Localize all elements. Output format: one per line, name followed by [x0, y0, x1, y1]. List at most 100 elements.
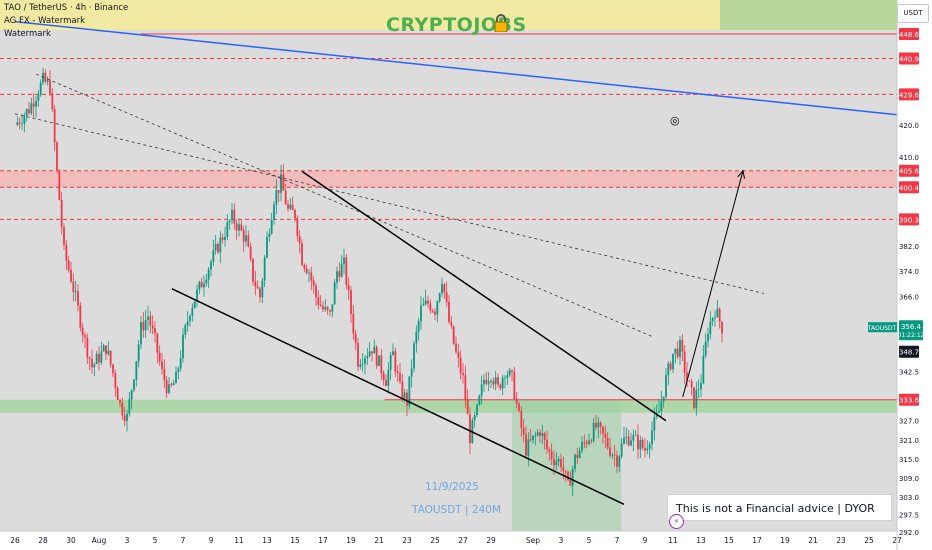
- brand-watermark: CRYPTOJOBS: [386, 14, 527, 36]
- candle-body-80: [203, 283, 205, 288]
- dashed-trendline-1[interactable]: [14, 113, 765, 294]
- channel-upper-line[interactable]: [301, 170, 667, 422]
- candle-body-100: [249, 246, 252, 259]
- candle-body-32: [91, 359, 93, 368]
- candle-body-99: [247, 235, 250, 247]
- candle-body-4: [25, 109, 28, 116]
- x-tick-6: 7: [181, 536, 186, 545]
- candle-body-169: [410, 368, 413, 377]
- candle-body-289: [690, 381, 693, 388]
- candle-body-277: [662, 396, 665, 402]
- y-tick-18: 420.0: [899, 122, 919, 130]
- level-label-21[interactable]: 448.6: [899, 31, 920, 39]
- candle-body-65: [168, 384, 170, 393]
- candle-body-263: [630, 440, 632, 446]
- quote-currency-button[interactable]: USDT: [897, 4, 929, 23]
- candle-body-40: [109, 350, 112, 365]
- indicator-watermark-1[interactable]: AG FX - Watermark: [4, 16, 86, 26]
- candle-body-33: [93, 363, 96, 368]
- candle-body-245: [588, 440, 590, 444]
- candle-body-68: [175, 372, 177, 384]
- candle-body-161: [392, 351, 394, 356]
- bar-countdown: 01:22:12: [898, 332, 925, 339]
- x-tick-0: 26: [10, 536, 20, 545]
- candle-body-259: [620, 443, 623, 457]
- candle-body-238: [571, 468, 574, 486]
- candle-body-153: [373, 346, 376, 354]
- candle-body-75: [191, 308, 194, 316]
- candle-body-172: [417, 321, 420, 332]
- candle-body-298: [711, 317, 714, 322]
- level-label-bg-21: [899, 28, 919, 40]
- candle-body-229: [550, 451, 553, 459]
- candle-body-138: [338, 271, 341, 277]
- candle-body-96: [240, 224, 243, 231]
- candle-body-193: [466, 400, 469, 415]
- candle-body-49: [130, 390, 133, 400]
- level-label-7[interactable]: 333.6: [899, 397, 920, 405]
- candle-body-91: [228, 220, 231, 223]
- candle-body-300: [716, 308, 719, 318]
- x-tick-10: 15: [290, 536, 300, 545]
- candle-body-250: [599, 422, 602, 427]
- blue-trendline[interactable]: [14, 20, 898, 116]
- candle-body-5: [28, 109, 30, 114]
- candle-body-226: [543, 433, 546, 440]
- candle-body-215: [518, 403, 520, 411]
- time-axis[interactable]: [0, 531, 897, 550]
- candle-body-8: [35, 100, 37, 107]
- candle-body-140: [343, 257, 345, 264]
- candle-body-134: [329, 310, 331, 312]
- candle-body-73: [186, 321, 189, 326]
- candle-body-260: [623, 437, 625, 444]
- y-tick-13: 382.0: [899, 243, 919, 251]
- level-label-19[interactable]: 429.6: [899, 91, 920, 99]
- level-label-20[interactable]: 440.9: [899, 55, 919, 63]
- channel-lower-line[interactable]: [171, 288, 625, 506]
- candle-body-61: [158, 352, 161, 362]
- symbol-header[interactable]: TAO / TetherUS · 4h · Binance: [4, 3, 129, 13]
- candle-body-175: [424, 300, 427, 305]
- candle-body-133: [326, 307, 329, 311]
- candle-body-44: [119, 399, 121, 403]
- current-price-value[interactable]: 356.4: [901, 323, 922, 331]
- candle-body-117: [289, 204, 292, 209]
- candle-body-104: [259, 288, 261, 298]
- y-tick-17: 410.0: [899, 154, 919, 162]
- x-tick-5: 5: [153, 536, 158, 545]
- indicator-watermark-2[interactable]: Watermark: [4, 29, 51, 39]
- candle-body-124: [305, 268, 308, 274]
- candle-body-204: [492, 380, 495, 385]
- candle-body-240: [576, 454, 579, 458]
- candle-body-105: [261, 280, 264, 298]
- candle-body-271: [648, 444, 651, 449]
- lightning-icon[interactable]: ⚡: [669, 514, 684, 529]
- prev-price-value[interactable]: 348.7: [899, 349, 919, 357]
- candle-body-200: [483, 379, 485, 385]
- candle-body-72: [184, 325, 187, 335]
- candle-body-190: [459, 357, 462, 374]
- candle-body-50: [133, 379, 135, 391]
- candle-body-222: [534, 435, 537, 437]
- x-tick-9: 13: [262, 536, 272, 545]
- x-tick-21: 7: [615, 536, 620, 545]
- y-tick-2: 303.0: [899, 494, 919, 502]
- projection-arrow-line[interactable]: [682, 170, 744, 397]
- level-label-15[interactable]: 400.4: [899, 184, 920, 192]
- level-label-14[interactable]: 390.3: [899, 216, 919, 224]
- x-tick-16: 27: [458, 536, 468, 545]
- candle-body-84: [212, 250, 215, 262]
- candle-body-249: [597, 422, 600, 428]
- candle-body-89: [224, 236, 226, 240]
- candle-body-143: [350, 290, 352, 314]
- disclaimer-box: This is not a Financial advice | DYOR: [667, 494, 892, 521]
- candle-body-261: [625, 436, 628, 438]
- candle-body-62: [161, 361, 163, 370]
- candle-body-159: [387, 369, 390, 386]
- candle-body-256: [613, 454, 616, 456]
- candle-body-125: [308, 272, 310, 274]
- candle-body-20: [63, 227, 65, 245]
- level-label-16[interactable]: 405.6: [899, 168, 920, 176]
- candle-body-183: [443, 284, 446, 293]
